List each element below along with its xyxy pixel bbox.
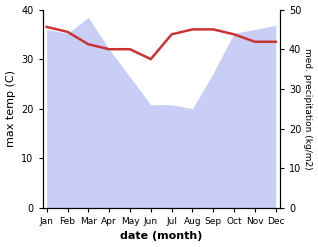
Y-axis label: med. precipitation (kg/m2): med. precipitation (kg/m2) (303, 48, 313, 169)
Y-axis label: max temp (C): max temp (C) (5, 70, 16, 147)
X-axis label: date (month): date (month) (120, 231, 203, 242)
